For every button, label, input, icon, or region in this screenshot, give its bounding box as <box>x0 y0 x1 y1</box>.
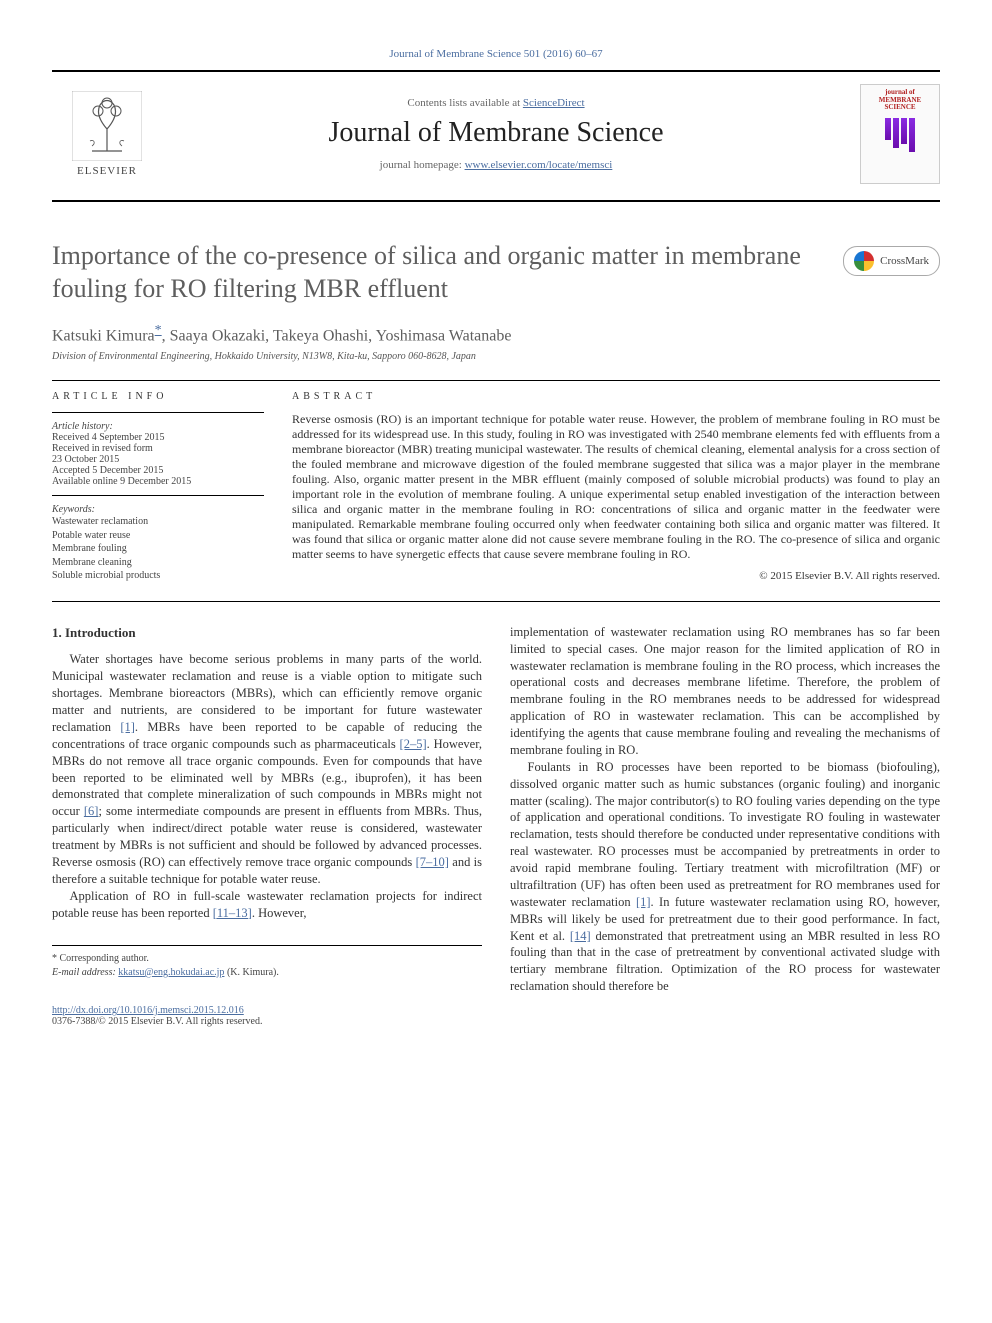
publisher-logo-block: ELSEVIER <box>52 91 162 177</box>
masthead-center: Contents lists available at ScienceDirec… <box>162 97 830 171</box>
reference-link[interactable]: [14] <box>570 929 591 943</box>
keyword: Membrane cleaning <box>52 556 264 570</box>
reference-link[interactable]: [1] <box>120 720 135 734</box>
email-link[interactable]: kkatsu@eng.hokudai.ac.jp <box>118 967 224 978</box>
keywords-list: Wastewater reclamation Potable water reu… <box>52 515 264 583</box>
history-line: Received in revised form <box>52 443 264 454</box>
keyword: Soluble microbial products <box>52 569 264 583</box>
body-left-column: 1. Introduction Water shortages have bec… <box>52 624 482 995</box>
history-line: Accepted 5 December 2015 <box>52 465 264 476</box>
paragraph: Foulants in RO processes have been repor… <box>510 759 940 995</box>
cover-bars-icon <box>861 118 939 152</box>
abstract-column: ABSTRACT Reverse osmosis (RO) is an impo… <box>292 391 940 583</box>
crossmark-label: CrossMark <box>880 255 929 267</box>
corr-note: * Corresponding author. <box>52 952 482 966</box>
crossmark-badge[interactable]: CrossMark <box>843 246 940 276</box>
cover-line3: SCIENCE <box>861 104 939 112</box>
reference-link[interactable]: [1] <box>636 895 651 909</box>
abstract-heading: ABSTRACT <box>292 391 940 402</box>
sciencedirect-link[interactable]: ScienceDirect <box>523 97 585 109</box>
article-info-heading: ARTICLE INFO <box>52 391 264 402</box>
reference-link[interactable]: [7–10] <box>416 855 449 869</box>
keyword: Potable water reuse <box>52 529 264 543</box>
corresponding-footnote: * Corresponding author. E-mail address: … <box>52 945 482 979</box>
info-abstract-row: ARTICLE INFO Article history: Received 4… <box>52 391 940 583</box>
crossmark-icon <box>854 251 874 271</box>
top-citation[interactable]: Journal of Membrane Science 501 (2016) 6… <box>52 48 940 60</box>
paragraph: Application of RO in full-scale wastewat… <box>52 888 482 922</box>
email-label: E-mail address: <box>52 967 118 978</box>
authors-line: Katsuki Kimura*, Saaya Okazaki, Takeya O… <box>52 323 940 345</box>
rule-top <box>52 380 940 381</box>
article-page: Journal of Membrane Science 501 (2016) 6… <box>0 0 992 1075</box>
abstract-copyright: © 2015 Elsevier B.V. All rights reserved… <box>292 570 940 582</box>
masthead: ELSEVIER Contents lists available at Sci… <box>52 70 940 202</box>
homepage-line: journal homepage: www.elsevier.com/locat… <box>162 159 830 171</box>
homepage-prefix: journal homepage: <box>380 159 465 171</box>
authors-rest: , Saaya Okazaki, Takeya Ohashi, Yoshimas… <box>162 327 512 344</box>
elsevier-tree-icon <box>72 91 142 161</box>
history-label: Article history: <box>52 421 264 432</box>
body-right-column: implementation of wastewater reclamation… <box>510 624 940 995</box>
keyword: Membrane fouling <box>52 542 264 556</box>
paragraph: implementation of wastewater reclamation… <box>510 624 940 759</box>
email-suffix: (K. Kimura). <box>224 967 278 978</box>
paragraph: Water shortages have become serious prob… <box>52 651 482 887</box>
article-title: Importance of the co-presence of silica … <box>52 240 823 305</box>
rule-bottom <box>52 601 940 602</box>
doi-block: http://dx.doi.org/10.1016/j.memsci.2015.… <box>52 1005 940 1027</box>
homepage-link[interactable]: www.elsevier.com/locate/memsci <box>465 159 613 171</box>
keyword: Wastewater reclamation <box>52 515 264 529</box>
reference-link[interactable]: [2–5] <box>400 737 427 751</box>
contents-list-line: Contents lists available at ScienceDirec… <box>162 97 830 109</box>
body-columns: 1. Introduction Water shortages have bec… <box>52 624 940 995</box>
reference-link[interactable]: [11–13] <box>213 906 252 920</box>
history-line: Available online 9 December 2015 <box>52 476 264 487</box>
text-run: Foulants in RO processes have been repor… <box>510 760 940 909</box>
corresponding-symbol[interactable]: * <box>155 323 162 338</box>
abstract-text: Reverse osmosis (RO) is an important tec… <box>292 412 940 562</box>
keywords-label: Keywords: <box>52 504 264 515</box>
section-heading: 1. Introduction <box>52 624 482 642</box>
reference-link[interactable]: [6] <box>84 804 99 818</box>
title-row: Importance of the co-presence of silica … <box>52 240 940 305</box>
contents-prefix: Contents lists available at <box>407 97 522 109</box>
doi-link[interactable]: http://dx.doi.org/10.1016/j.memsci.2015.… <box>52 1005 244 1016</box>
issn-line: 0376-7388/© 2015 Elsevier B.V. All right… <box>52 1016 940 1027</box>
text-run: . However, <box>252 906 307 920</box>
elsevier-label: ELSEVIER <box>77 165 137 177</box>
email-line: E-mail address: kkatsu@eng.hokudai.ac.jp… <box>52 966 482 980</box>
affiliation: Division of Environmental Engineering, H… <box>52 351 940 362</box>
journal-cover-thumb: journal of MEMBRANE SCIENCE <box>860 84 940 184</box>
history-line: Received 4 September 2015 <box>52 432 264 443</box>
masthead-right: journal of MEMBRANE SCIENCE <box>830 84 940 184</box>
journal-name: Journal of Membrane Science <box>162 117 830 149</box>
history-line: 23 October 2015 <box>52 454 264 465</box>
author-primary: Katsuki Kimura <box>52 327 155 344</box>
article-info-column: ARTICLE INFO Article history: Received 4… <box>52 391 264 583</box>
